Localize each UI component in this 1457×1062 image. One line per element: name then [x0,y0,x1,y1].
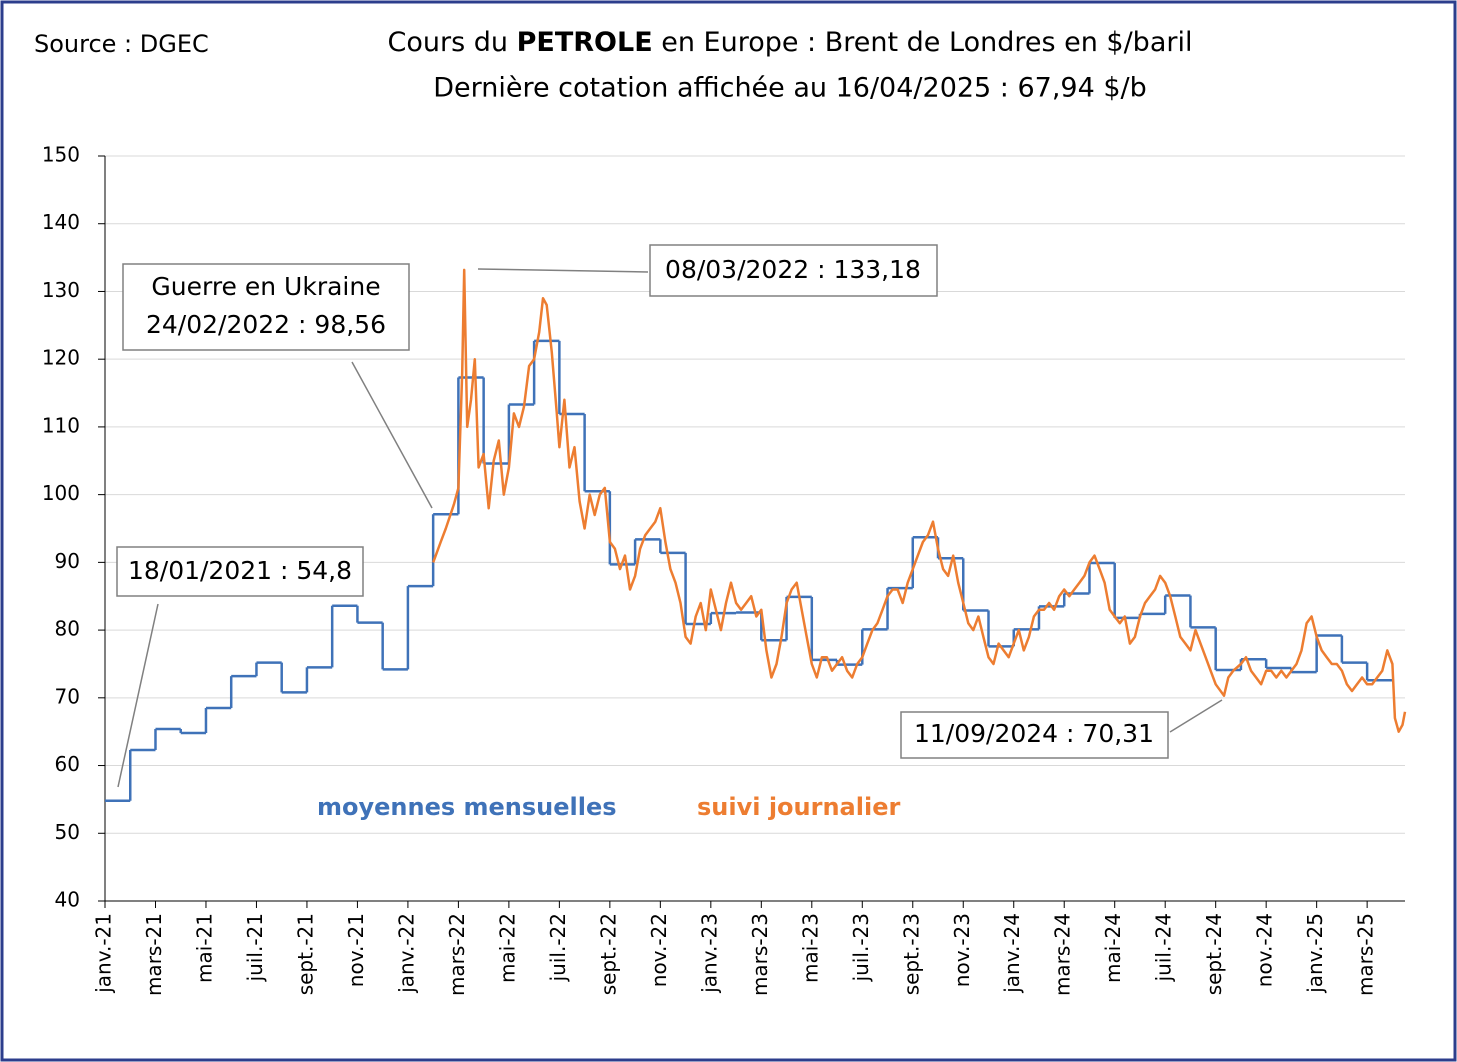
annotation-box [649,244,938,297]
title-part: PETROLE [517,27,653,58]
series-line [432,268,1407,733]
y-tick-label: 120 [42,346,80,370]
y-tick-label: 60 [55,752,80,776]
leader-line [477,268,649,273]
leader-line [117,603,159,788]
x-tick-label: janv.-24 [1000,913,1024,994]
annotation: 08/03/2022 : 133,18 [665,255,921,284]
x-tick-label: mai-23 [798,913,822,983]
x-tick-label: mai-24 [1101,913,1125,983]
chart-subtitle: Dernière cotation affichée au 16/04/2025… [433,73,1147,104]
y-tick-label: 40 [55,888,80,912]
x-tick-label: mars-23 [748,913,772,996]
y-tick-label: 70 [55,684,80,708]
chart-title: Cours du PETROLE en Europe : Brent de Lo… [388,27,1193,58]
annotation: Guerre en Ukraine [151,272,380,301]
leader-line [1169,699,1223,733]
source: Source : DGEC [34,30,209,58]
x-tick-label: sept.-24 [1202,913,1226,995]
annotation: 11/09/2024 : 70,31 [914,719,1154,748]
title-part: Cours du [388,27,517,58]
x-tick-label: sept.-21 [293,913,317,995]
x-tick-label: nov.-21 [344,913,368,987]
annotation-box [122,263,410,351]
annotations [116,244,1223,788]
annotation: 24/02/2022 : 98,56 [146,310,386,339]
x-tick-label: nov.-24 [1253,913,1277,987]
x-tick-label: mars-24 [1051,913,1075,996]
y-tick-label: 150 [42,143,80,167]
legend-label: suivi journalier [697,793,900,821]
x-tick-label: mars-25 [1354,913,1378,996]
x-tick-label: juil.-24 [1152,913,1176,982]
x-tick-label: juil.-21 [243,913,267,982]
x-tick-label: sept.-23 [899,913,923,995]
x-tick-label: nov.-23 [950,913,974,987]
y-tick-label: 50 [55,820,80,844]
annotation-box [116,546,364,597]
annotation: 18/01/2021 : 54,8 [128,556,352,585]
x-tick-label: janv.-21 [92,913,116,994]
x-tick-label: juil.-23 [849,913,873,982]
y-tick-label: 140 [42,210,80,234]
leader-line [351,361,433,509]
x-tick-label: mai-22 [495,913,519,983]
y-tick-label: 130 [42,278,80,302]
x-tick-label: janv.-22 [394,913,418,994]
x-tick-label: mars-22 [445,913,469,996]
annotation-box [900,711,1169,759]
x-tick-label: janv.-23 [697,913,721,994]
plot: 40 50 60 70 80 90 100 110 120 130 140 150 janv.-21 ma… [42,143,1407,996]
y-tick-label: 80 [55,617,80,641]
x-tick-label: juil.-22 [546,913,570,982]
x-tick-label: nov.-22 [647,913,671,987]
title-part: en Europe : Brent de Londres en $/baril [653,27,1193,58]
y-tick-label: 110 [42,413,80,437]
y-tick-label: 100 [42,481,80,505]
x-tick-label: janv.-25 [1303,913,1327,994]
x-tick-label: sept.-22 [596,913,620,995]
legend-label: moyennes mensuelles [317,793,617,821]
x-tick-label: mars-21 [142,913,166,996]
y-tick-label: 90 [55,549,80,573]
x-tick-label: mai-21 [192,913,216,983]
